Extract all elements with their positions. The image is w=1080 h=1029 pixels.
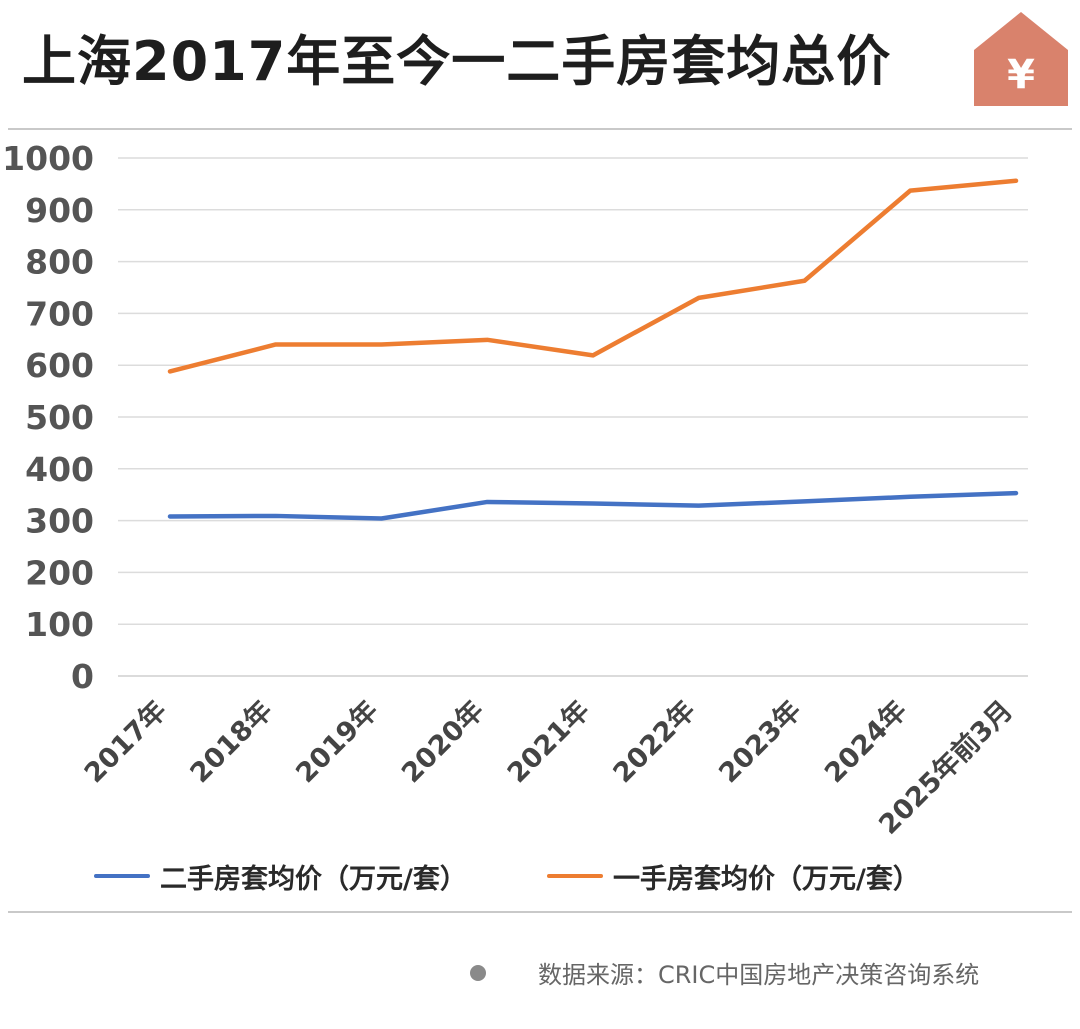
legend-swatch-second-hand <box>94 874 150 878</box>
x-tick-label: 2022年 <box>607 694 702 789</box>
data-point <box>169 370 171 372</box>
y-tick-label: 200 <box>25 553 94 592</box>
x-tick-label: 2021年 <box>501 694 596 789</box>
data-point <box>381 518 382 520</box>
grid-lines <box>118 157 1028 677</box>
source-text: 数据来源：CRIC中国房地产决策咨询系统 <box>538 961 980 989</box>
legend-item-second-hand: 二手房套均价（万元/套） <box>94 856 467 896</box>
data-point <box>698 297 700 299</box>
legend-item-first-hand: 一手房套均价（万元/套） <box>547 856 920 896</box>
data-point <box>592 503 594 505</box>
x-tick-label: 2023年 <box>713 694 808 789</box>
data-point <box>909 496 911 498</box>
y-tick-label: 600 <box>25 346 94 385</box>
data-point <box>1015 492 1017 494</box>
data-point <box>486 339 488 341</box>
source-note: 数据来源：CRIC中国房地产决策咨询系统 <box>470 955 979 990</box>
data-point <box>381 343 382 345</box>
y-tick-label: 500 <box>25 398 94 437</box>
x-tick-label: 2024年 <box>818 694 913 789</box>
y-tick-label: 0 <box>71 657 94 696</box>
x-axis-ticks: 2017年 2018年 2019年 2020年 2021年 2022年 2023年 2024年… <box>78 694 1019 840</box>
title-divider <box>8 128 1072 130</box>
x-tick-label: 2019年 <box>290 694 385 789</box>
legend-label-first-hand: 一手房套均价（万元/套） <box>613 863 920 895</box>
y-tick-label: 100 <box>25 605 94 644</box>
yen-symbol: ¥ <box>1007 52 1035 98</box>
data-point <box>486 501 488 503</box>
y-tick-label: 700 <box>25 294 94 333</box>
data-point <box>1015 180 1017 182</box>
x-tick-label: 2017年 <box>78 694 173 789</box>
legend-label-second-hand: 二手房套均价（万元/套） <box>160 863 467 895</box>
house-yen-icon: ¥ <box>974 12 1068 106</box>
page-title: 上海2017年至今一二手房套均总价 <box>22 30 892 93</box>
legend-swatch-first-hand <box>547 874 603 878</box>
series-lines <box>167 178 1019 521</box>
data-point <box>909 190 911 192</box>
footer-divider <box>8 911 1072 913</box>
data-point <box>169 515 171 517</box>
data-point <box>804 500 805 502</box>
y-tick-label: 300 <box>25 502 94 541</box>
series-line-second-hand <box>167 490 1019 521</box>
y-tick-label: 800 <box>25 243 94 282</box>
y-tick-label: 900 <box>25 191 94 230</box>
x-tick-label: 2020年 <box>395 694 490 789</box>
data-point <box>698 505 700 507</box>
legend: 二手房套均价（万元/套） 一手房套均价（万元/套） <box>0 856 1080 896</box>
data-point <box>275 343 277 345</box>
y-tick-label: 400 <box>25 450 94 489</box>
data-point <box>275 515 277 517</box>
data-point <box>804 280 805 282</box>
x-tick-label: 2018年 <box>184 694 279 789</box>
y-tick-label: 1000 <box>2 139 94 178</box>
data-point <box>592 354 594 356</box>
bullet-icon <box>470 964 486 981</box>
y-axis-ticks: 0 100 200 300 400 500 600 700 800 900 1000 <box>2 139 94 696</box>
